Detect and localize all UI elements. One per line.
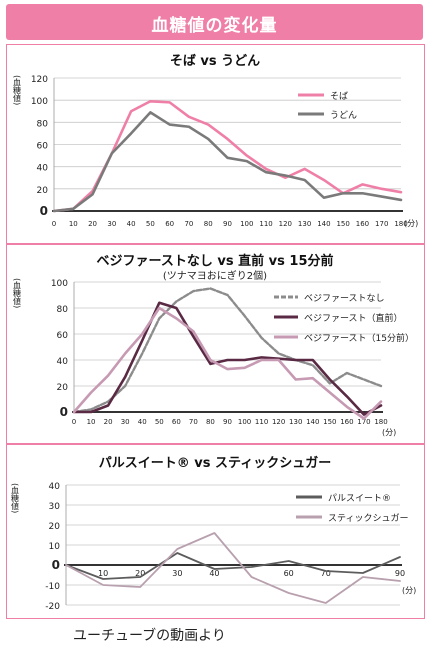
x-tick-label: 10 bbox=[98, 569, 108, 578]
x-tick-label: 60 bbox=[172, 418, 181, 426]
y-tick-label: 0 bbox=[40, 204, 48, 218]
x-tick-label: 90 bbox=[395, 569, 405, 578]
x-tick-label: 170 bbox=[375, 220, 388, 228]
x-tick-label: 100 bbox=[238, 418, 251, 426]
y-axis-label: (血糖値) bbox=[13, 278, 22, 308]
x-tick-label: 40 bbox=[209, 569, 219, 578]
y-tick-label: 20 bbox=[37, 186, 49, 196]
x-tick-label: 10 bbox=[69, 220, 78, 228]
y-tick-label: 10 bbox=[49, 542, 61, 552]
header-banner: 血糖値の変化量 bbox=[6, 4, 423, 40]
legend-label-1: ベジファーストなし bbox=[304, 293, 385, 304]
chart-title: パルスイート® vs スティックシュガー bbox=[99, 456, 331, 471]
y-tick-label: 100 bbox=[31, 97, 48, 107]
x-tick-label: 40 bbox=[127, 220, 136, 228]
y-tick-label: 40 bbox=[37, 164, 49, 174]
chart-soba-vs-udon: そば vs うどん (血糖値) 0 20 40 60 80 100 120 0 10 20 30 40 50… bbox=[13, 54, 419, 228]
x-tick-label: 20 bbox=[104, 418, 113, 426]
x-tick-label: 120 bbox=[272, 418, 285, 426]
legend-label-1: そば bbox=[330, 91, 348, 102]
x-tick-label: 160 bbox=[356, 220, 369, 228]
x-tick-label: 60 bbox=[284, 569, 294, 578]
y-tick-label: 40 bbox=[49, 482, 61, 492]
series-line-2 bbox=[65, 532, 401, 604]
x-tick-label: 10 bbox=[87, 418, 96, 426]
series-line-3 bbox=[72, 306, 383, 420]
x-tick-label: 130 bbox=[298, 220, 311, 228]
x-tick-label: 20 bbox=[88, 220, 97, 228]
x-axis-unit: (分) bbox=[404, 219, 418, 228]
y-tick-label: 20 bbox=[57, 383, 69, 393]
x-tick-label: 70 bbox=[321, 569, 331, 578]
y-tick-label: 40 bbox=[57, 357, 69, 367]
x-tick-label: 30 bbox=[121, 418, 130, 426]
x-tick-label: 110 bbox=[259, 220, 272, 228]
x-tick-label: 140 bbox=[317, 220, 330, 228]
x-tick-label: 80 bbox=[206, 418, 215, 426]
x-tick-label: 160 bbox=[340, 418, 353, 426]
chart-pal-sweet-vs-sugar: パルスイート® vs スティックシュガー (血糖値) -20 -10 0 10 20 30 40… bbox=[11, 456, 417, 612]
y-tick-label: -10 bbox=[45, 582, 60, 592]
source-caption: ユーチューブの動画より bbox=[73, 628, 226, 644]
x-tick-label: 90 bbox=[223, 418, 232, 426]
x-tick-label: 120 bbox=[279, 220, 292, 228]
legend-label-2: うどん bbox=[330, 110, 357, 121]
y-tick-label: 80 bbox=[37, 119, 49, 129]
y-tick-label: 100 bbox=[51, 279, 68, 289]
y-axis-label: (血糖値) bbox=[13, 75, 22, 105]
y-tick-label: 120 bbox=[31, 75, 48, 85]
legend-label-2: スティックシュガー bbox=[328, 513, 408, 524]
x-tick-label: 50 bbox=[146, 220, 155, 228]
y-tick-label: -20 bbox=[45, 602, 60, 612]
chart-subtitle: (ツナマヨおにぎり2個) bbox=[163, 269, 267, 282]
page-title: 血糖値の変化量 bbox=[151, 16, 278, 36]
series-line-2 bbox=[72, 301, 383, 416]
x-tick-label: 30 bbox=[107, 220, 116, 228]
y-tick-label: 0 bbox=[52, 558, 60, 572]
x-tick-label: 70 bbox=[184, 220, 193, 228]
chart-panel-soba-udon: そば vs うどん (血糖値) 0 20 40 60 80 100 120 0 10 20 30 40 50… bbox=[6, 44, 425, 244]
x-tick-label: 140 bbox=[306, 418, 319, 426]
series-line-1 bbox=[65, 552, 401, 580]
series-line-2 bbox=[52, 111, 403, 213]
x-tick-label: 0 bbox=[72, 418, 76, 426]
y-tick-label: 60 bbox=[37, 142, 49, 152]
x-tick-label: 80 bbox=[204, 220, 213, 228]
x-tick-label: 130 bbox=[289, 418, 302, 426]
x-axis-unit: (分) bbox=[382, 428, 396, 437]
x-tick-label: 30 bbox=[172, 569, 182, 578]
chart-title: ベジファーストなし vs 直前 vs 15分前 bbox=[97, 253, 334, 269]
x-tick-label: 20 bbox=[135, 569, 145, 578]
chart-panel-vege-first: ベジファーストなし vs 直前 vs 15分前 (ツナマヨおにぎり2個) (血糖値)… bbox=[6, 244, 425, 444]
x-tick-label: 60 bbox=[165, 220, 174, 228]
x-axis-unit: (分) bbox=[402, 586, 416, 595]
chart-vege-first: ベジファーストなし vs 直前 vs 15分前(ツナマヨおにぎり2個) (血糖値)… bbox=[13, 253, 415, 437]
y-tick-label: 60 bbox=[57, 331, 69, 341]
x-tick-label: 150 bbox=[323, 418, 336, 426]
x-tick-label: 180 bbox=[374, 418, 387, 426]
y-tick-label: 20 bbox=[49, 522, 61, 532]
x-tick-label: 70 bbox=[189, 418, 198, 426]
chart-title: そば vs うどん bbox=[170, 54, 260, 69]
x-tick-label: 100 bbox=[240, 220, 253, 228]
chart-panel-sweetener: パルスイート® vs スティックシュガー (血糖値) -20 -10 0 10 20 30 40… bbox=[6, 444, 425, 619]
x-tick-label: 180 bbox=[394, 220, 407, 228]
x-tick-label: 110 bbox=[255, 418, 268, 426]
y-tick-label: 30 bbox=[49, 502, 61, 512]
x-tick-label: 170 bbox=[357, 418, 370, 426]
series-line-1 bbox=[72, 287, 383, 414]
y-tick-label: 80 bbox=[57, 305, 69, 315]
y-tick-label: 0 bbox=[60, 405, 68, 419]
x-tick-label: 50 bbox=[155, 418, 164, 426]
legend-label-2: ベジファースト（直前） bbox=[304, 312, 403, 324]
x-tick-label: 40 bbox=[138, 418, 147, 426]
legend-label-1: パルスイート® bbox=[328, 493, 391, 504]
x-tick-label: 0 bbox=[52, 220, 56, 228]
y-axis-label: (血糖値) bbox=[11, 483, 20, 513]
x-tick-label: 150 bbox=[336, 220, 349, 228]
x-tick-label: 90 bbox=[223, 220, 232, 228]
legend-label-3: ベジファースト（15分前） bbox=[304, 332, 414, 344]
